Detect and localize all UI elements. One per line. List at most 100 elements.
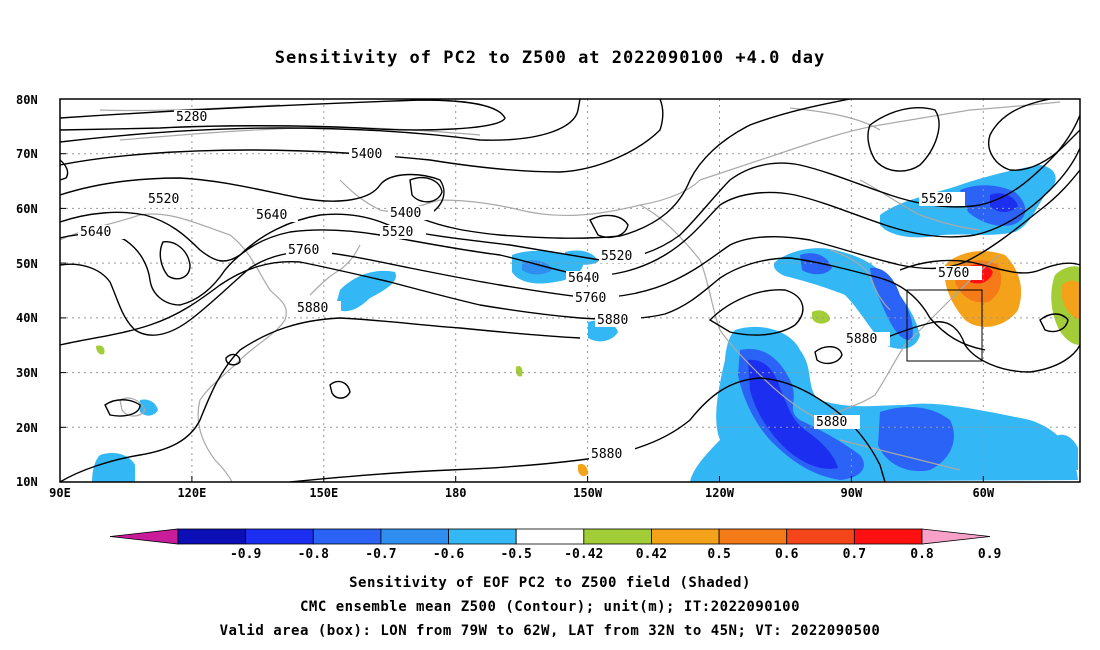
contour-label: 5640 — [568, 271, 599, 286]
shade-patch — [578, 464, 588, 477]
colorbar-swatch — [853, 528, 923, 545]
contour-label: 5760 — [288, 243, 319, 258]
colorbar-swatch — [245, 528, 314, 545]
colorbar — [109, 528, 991, 545]
shade-patch — [800, 253, 832, 275]
contour-label: 5880 — [591, 447, 622, 462]
coastline — [519, 179, 701, 217]
lat-label: 80N — [16, 93, 38, 107]
contour-line — [60, 99, 664, 173]
lat-label: 40N — [16, 311, 38, 325]
contour-line — [329, 380, 351, 399]
caption-line-1: Sensitivity of EOF PC2 to Z500 field (Sh… — [349, 575, 751, 591]
lon-label: 90E — [49, 486, 71, 500]
contour-label: 5280 — [176, 110, 207, 125]
shade-patch — [92, 453, 135, 482]
contour-line — [104, 399, 141, 417]
lon-label: 150E — [309, 486, 338, 500]
lon-label: 60W — [972, 486, 994, 500]
shade-patch — [812, 310, 830, 324]
lat-label: 30N — [16, 366, 38, 380]
colorbar-swatch — [177, 528, 247, 545]
lat-label: 20N — [16, 421, 38, 435]
colorbar-label: -0.7 — [365, 547, 396, 562]
lat-label: 70N — [16, 147, 38, 161]
colorbar-label: 0.7 — [843, 547, 866, 562]
lon-label: 120E — [177, 486, 206, 500]
coastline — [639, 204, 821, 421]
shade-patch — [522, 260, 552, 275]
map-frame — [59, 98, 1081, 483]
lat-label: 10N — [16, 475, 38, 489]
colorbar-swatch — [109, 528, 179, 545]
caption-line-2: CMC ensemble mean Z500 (Contour); unit(m… — [299, 599, 800, 615]
colorbar-swatch — [583, 528, 652, 545]
lat-label: 60N — [16, 202, 38, 216]
coastline — [60, 213, 287, 482]
shade-patch — [878, 407, 954, 472]
colorbar-label: 0.9 — [978, 547, 1001, 562]
colorbar-label: 0.5 — [707, 547, 730, 562]
contour-label: 5760 — [938, 266, 969, 281]
colorbar-swatch — [515, 528, 585, 545]
contour-line — [988, 99, 1080, 171]
contour-label: 5520 — [601, 249, 632, 264]
coastline — [789, 107, 881, 131]
lat-label: 50N — [16, 257, 38, 271]
contour-label: 5400 — [390, 206, 421, 221]
contour-label: 5520 — [921, 192, 952, 207]
coastline — [859, 179, 981, 231]
contour-line — [899, 259, 1080, 274]
shade-patch — [1050, 434, 1078, 470]
contour-label-group: 5280 5400 5520 5640 5640 5400 5520 5760 … — [78, 110, 982, 462]
coastline — [819, 254, 1001, 421]
plot-title: Sensitivity of PC2 to Z500 at 2022090100… — [274, 48, 826, 68]
colorbar-label: -0.42 — [564, 547, 603, 562]
contour-line — [60, 99, 506, 131]
shade-patch — [565, 250, 598, 265]
lat-axis-labels: 80N 70N 60N 50N 40N 30N 20N 10N — [16, 93, 38, 489]
colorbar-swatch — [786, 528, 855, 545]
contour-label: 5880 — [846, 332, 877, 347]
contour-line — [60, 159, 69, 181]
lon-label: 150W — [573, 486, 603, 500]
shade-patch — [96, 345, 105, 355]
shade-patch — [515, 366, 523, 377]
colorbar-swatch — [448, 528, 517, 545]
contour-line — [60, 169, 1080, 336]
colorbar-swatch — [651, 528, 720, 545]
shade-patch — [335, 270, 396, 312]
colorbar-swatch — [921, 528, 991, 545]
colorbar-swatch — [380, 528, 449, 545]
colorbar-label: -0.9 — [230, 547, 261, 562]
caption-line-3: Valid area (box): LON from 79W to 62W, L… — [219, 623, 881, 639]
colorbar-label: 0.6 — [775, 547, 799, 562]
contour-line — [409, 176, 443, 203]
contour-line — [879, 321, 1080, 373]
coastline — [699, 101, 1061, 181]
contour-label: 5880 — [597, 313, 628, 328]
contour-label: 5520 — [148, 192, 179, 207]
contour-line — [159, 241, 191, 280]
tick-marks — [59, 98, 984, 483]
contour-line — [60, 114, 1080, 262]
contour-label: 5400 — [351, 147, 382, 162]
contour-label: 5760 — [575, 291, 606, 306]
colorbar-label: 0.42 — [636, 547, 667, 562]
colorbar-labels: -0.9 -0.8 -0.7 -0.6 -0.5 -0.42 0.42 0.5 0.6 0.7 0.… — [230, 547, 1001, 562]
coastline — [119, 397, 146, 417]
lon-label: 120W — [705, 486, 735, 500]
contour-label: 5520 — [382, 225, 413, 240]
colorbar-swatch — [312, 528, 382, 545]
contour-line — [708, 289, 804, 336]
contour-label: 5640 — [80, 225, 111, 240]
colorbar-label: -0.6 — [433, 547, 464, 562]
contour-line — [289, 377, 886, 482]
contour-line — [60, 317, 581, 482]
shade-patch — [748, 359, 838, 469]
contour-label: 5640 — [256, 208, 287, 223]
sensitivity-shading — [92, 165, 1080, 482]
shade-patch — [990, 193, 1018, 212]
valid-area-box — [906, 289, 983, 362]
